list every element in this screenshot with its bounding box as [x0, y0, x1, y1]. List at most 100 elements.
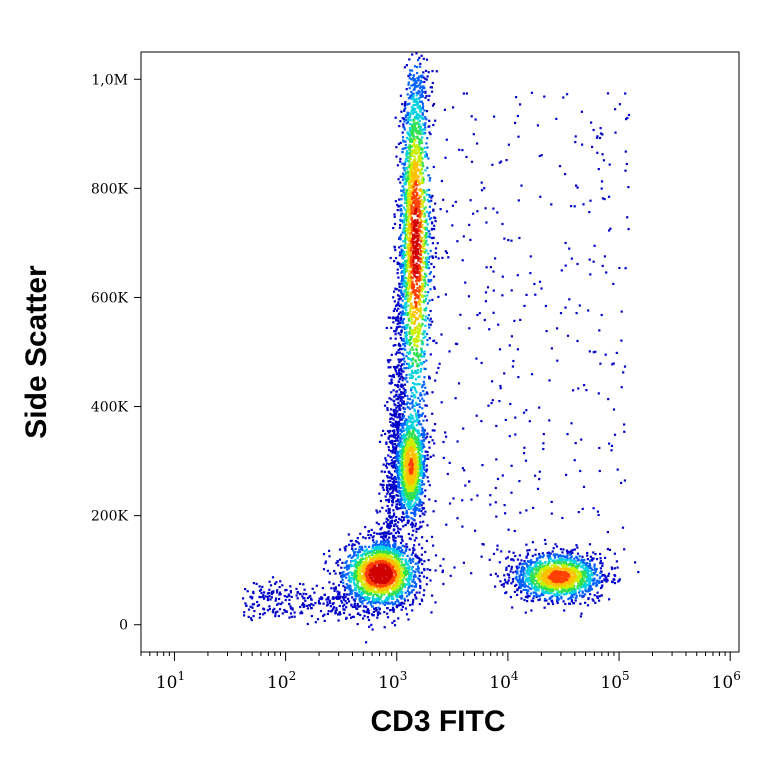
- event-point: [415, 81, 418, 85]
- event-point: [393, 592, 396, 595]
- event-point: [432, 454, 435, 457]
- event-point: [525, 577, 528, 580]
- event-point: [408, 497, 411, 500]
- event-point: [497, 323, 500, 326]
- event-point: [412, 598, 415, 601]
- event-point: [566, 93, 569, 96]
- event-point: [408, 134, 411, 137]
- event-point: [288, 602, 291, 606]
- event-point: [573, 459, 576, 462]
- event-point: [402, 281, 406, 284]
- event-point: [419, 354, 423, 358]
- event-point: [289, 591, 292, 594]
- event-point: [337, 584, 341, 587]
- event-point: [378, 607, 381, 610]
- event-point: [404, 160, 407, 163]
- event-point: [397, 617, 400, 620]
- event-point: [553, 587, 556, 590]
- event-point: [401, 520, 404, 523]
- event-point: [396, 262, 399, 265]
- event-point: [582, 203, 585, 206]
- event-point: [411, 405, 414, 408]
- event-point: [397, 454, 400, 457]
- event-point: [525, 509, 528, 512]
- event-point: [417, 479, 420, 482]
- event-point: [388, 536, 391, 539]
- event-point: [533, 578, 536, 581]
- event-point: [562, 548, 565, 551]
- event-point: [394, 601, 397, 604]
- event-point: [402, 482, 405, 485]
- event-point: [419, 472, 422, 475]
- event-point: [403, 109, 406, 112]
- event-point: [555, 593, 559, 596]
- event-point: [498, 561, 501, 564]
- event-point: [534, 293, 537, 296]
- event-point: [362, 609, 365, 612]
- event-point: [354, 576, 357, 579]
- event-point: [601, 197, 604, 200]
- event-point: [390, 521, 394, 525]
- event-point: [417, 397, 420, 400]
- event-point: [563, 588, 566, 591]
- event-point: [539, 564, 542, 567]
- event-point: [398, 371, 401, 374]
- event-point: [385, 442, 388, 445]
- event-point: [399, 175, 402, 178]
- event-point: [346, 573, 349, 576]
- event-point: [360, 557, 363, 560]
- event-point: [356, 581, 359, 584]
- event-point: [407, 118, 410, 122]
- event-point: [365, 549, 368, 552]
- event-point: [422, 301, 426, 304]
- event-point: [423, 468, 426, 472]
- event-point: [462, 427, 465, 430]
- event-point: [387, 530, 390, 533]
- event-point: [504, 512, 507, 515]
- event-point: [387, 540, 390, 543]
- event-point: [404, 114, 408, 117]
- event-point: [567, 588, 570, 591]
- event-point: [589, 587, 592, 590]
- event-point: [574, 566, 577, 569]
- event-point: [590, 121, 593, 124]
- event-point: [429, 271, 432, 274]
- event-point: [428, 179, 431, 182]
- event-point: [419, 110, 422, 113]
- event-point: [394, 287, 397, 290]
- event-point: [357, 553, 360, 556]
- event-point: [467, 295, 470, 298]
- event-point: [402, 363, 406, 366]
- event-point: [389, 602, 392, 605]
- event-point: [436, 242, 439, 245]
- event-point: [506, 581, 509, 584]
- event-point: [328, 555, 331, 558]
- event-point: [401, 326, 404, 329]
- event-point: [401, 352, 404, 355]
- event-point: [431, 237, 434, 240]
- event-point: [393, 496, 396, 499]
- event-point: [385, 441, 388, 444]
- event-point: [535, 593, 538, 596]
- event-point: [412, 375, 415, 378]
- event-point: [359, 600, 362, 604]
- event-point: [374, 598, 377, 601]
- event-point: [397, 178, 400, 181]
- event-point: [380, 593, 383, 596]
- event-point: [532, 591, 535, 594]
- event-point: [417, 354, 420, 357]
- event-point: [548, 419, 551, 422]
- event-point: [525, 556, 528, 559]
- event-point: [545, 330, 548, 333]
- event-point: [406, 159, 409, 162]
- event-point: [426, 457, 429, 460]
- event-point: [637, 571, 640, 574]
- event-point: [598, 595, 601, 598]
- event-point: [396, 471, 399, 474]
- event-point: [415, 597, 418, 600]
- event-point: [428, 337, 431, 340]
- event-point: [620, 481, 623, 484]
- event-point: [583, 384, 586, 387]
- event-point: [534, 585, 537, 588]
- event-point: [401, 467, 404, 470]
